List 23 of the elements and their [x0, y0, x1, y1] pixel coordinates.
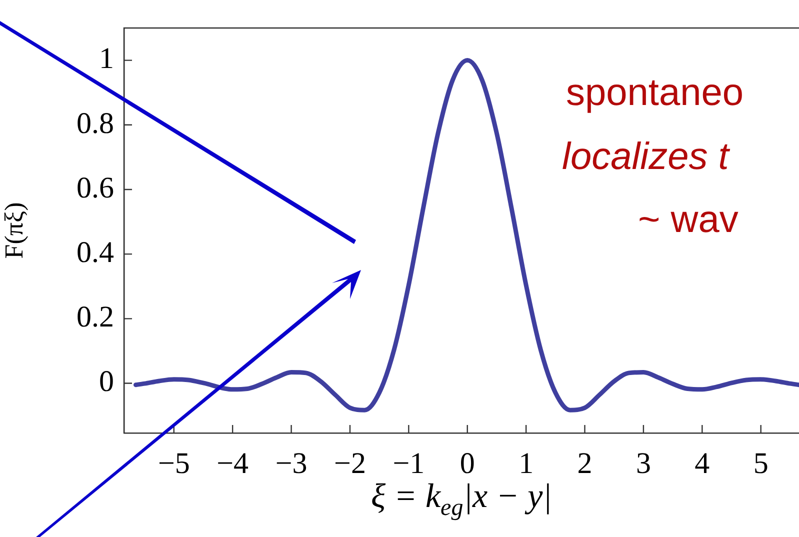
- y-tick-label: 0.2: [76, 300, 114, 334]
- y-tick-label: 0: [99, 365, 114, 398]
- x-tick-label: −2: [334, 446, 366, 480]
- y-axis-title: F(πξ): [0, 202, 28, 259]
- y-tick-label: 0.6: [76, 171, 114, 204]
- x-tick-label: 3: [636, 446, 651, 480]
- annotation: spontaneo: [566, 72, 744, 115]
- y-tick-label: 0.4: [76, 236, 114, 269]
- x-tick-label: 4: [694, 446, 710, 480]
- x-tick-label: 2: [577, 446, 592, 480]
- x-tick-label: −4: [216, 446, 249, 480]
- annotation: localizes t: [562, 136, 729, 179]
- annotation: ~ wav: [638, 199, 738, 242]
- x-tick-label: −3: [275, 446, 308, 480]
- x-tick-label: 1: [518, 446, 534, 480]
- y-tick-label: 0.8: [76, 106, 114, 140]
- x-axis-title: ξ = k$_{eg}$|x − y|: [370, 478, 554, 522]
- x-tick-label: −1: [392, 446, 425, 480]
- y-tick-label: 1: [99, 42, 114, 76]
- x-tick-label: 0: [460, 446, 475, 480]
- x-tick-label: −5: [158, 446, 190, 480]
- line-series: [133, 58, 799, 412]
- x-tick-label: 5: [753, 446, 768, 480]
